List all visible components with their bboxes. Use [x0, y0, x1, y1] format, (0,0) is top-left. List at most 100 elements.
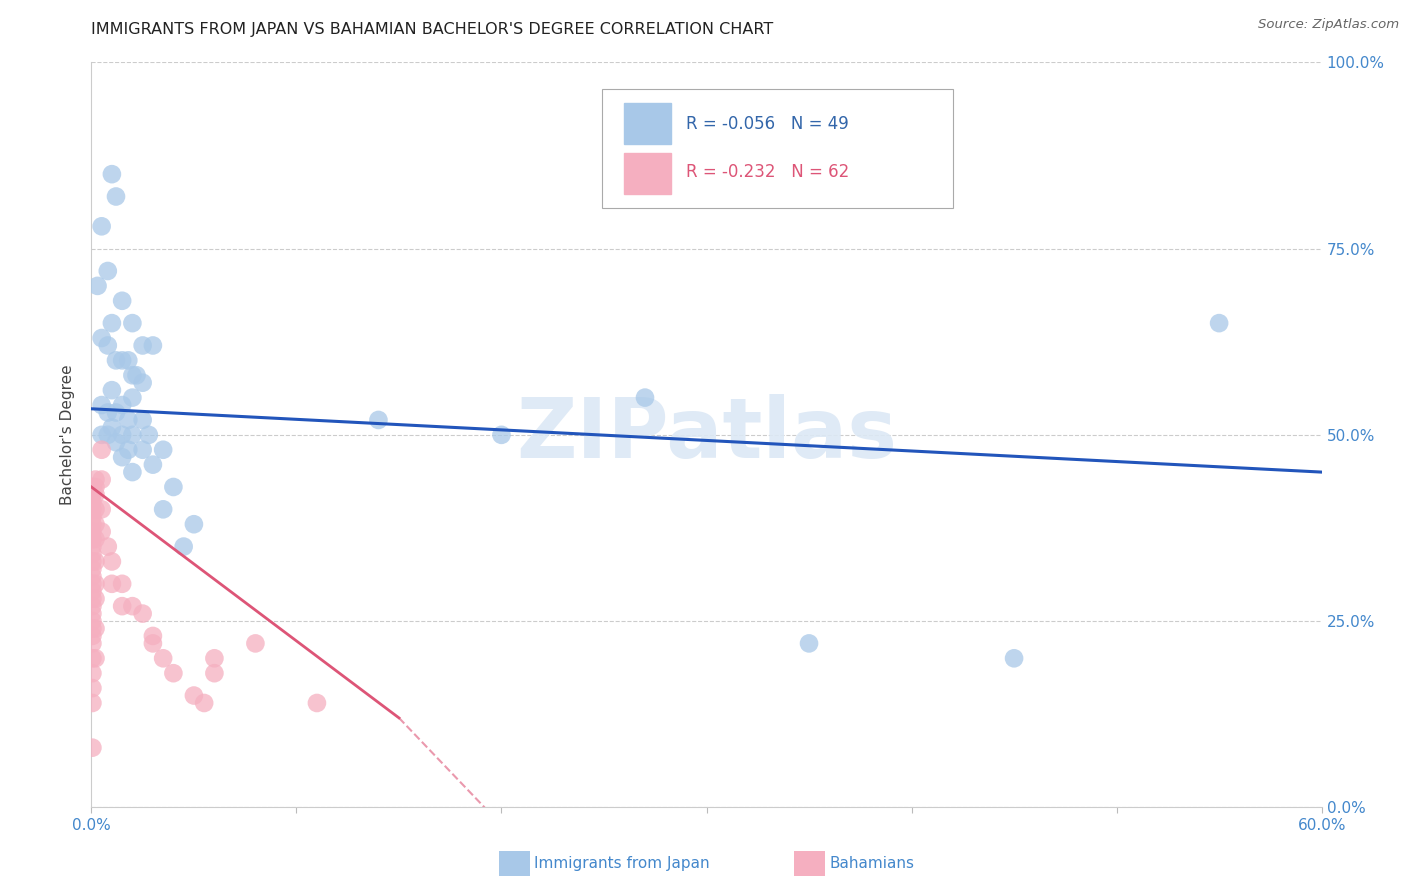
Point [121, 391, 143, 405]
Point [82, 577, 104, 591]
Point [84, 591, 107, 606]
Point [84, 502, 107, 516]
Text: IMMIGRANTS FROM JAPAN VS BAHAMIAN BACHELOR'S DEGREE CORRELATION CHART: IMMIGRANTS FROM JAPAN VS BAHAMIAN BACHEL… [91, 22, 773, 37]
Point [82, 569, 104, 583]
Point [142, 636, 165, 650]
Point [82, 614, 104, 628]
Point [105, 189, 127, 203]
Point [84, 487, 107, 501]
Point [90, 502, 112, 516]
Point [84, 480, 107, 494]
Point [797, 636, 820, 650]
Point [193, 696, 215, 710]
Point [101, 167, 124, 181]
Point [121, 368, 143, 383]
Point [82, 554, 104, 568]
Point [82, 651, 104, 665]
Point [84, 554, 107, 568]
Point [90, 428, 112, 442]
Point [131, 607, 153, 621]
Point [1002, 651, 1025, 665]
Point [82, 487, 104, 501]
Point [121, 316, 143, 330]
Point [82, 480, 104, 494]
Point [84, 622, 107, 636]
Point [90, 331, 112, 345]
Point [82, 532, 104, 546]
Point [305, 696, 328, 710]
Point [90, 524, 112, 539]
Point [121, 428, 143, 442]
Text: ZIPatlas: ZIPatlas [516, 394, 897, 475]
Point [82, 591, 104, 606]
Point [84, 473, 107, 487]
Point [90, 219, 112, 234]
Point [202, 651, 225, 665]
Y-axis label: Bachelor's Degree: Bachelor's Degree [60, 365, 76, 505]
Point [84, 517, 107, 532]
Point [142, 458, 165, 472]
Point [125, 368, 148, 383]
Text: R = -0.056   N = 49: R = -0.056 N = 49 [686, 115, 848, 133]
Point [86, 278, 108, 293]
Point [117, 442, 139, 457]
Point [82, 666, 104, 681]
Point [97, 264, 120, 278]
Point [105, 353, 127, 368]
Point [84, 532, 107, 546]
Bar [624, 103, 671, 145]
Point [82, 540, 104, 554]
Point [82, 740, 104, 755]
Point [105, 405, 127, 419]
Point [152, 442, 174, 457]
Point [101, 420, 124, 434]
Text: R = -0.232   N = 62: R = -0.232 N = 62 [686, 163, 849, 181]
Point [111, 293, 134, 308]
Point [101, 316, 124, 330]
Point [82, 636, 104, 650]
Point [111, 353, 134, 368]
Point [173, 540, 195, 554]
Point [82, 502, 104, 516]
Point [634, 391, 657, 405]
Point [162, 480, 184, 494]
Point [82, 532, 104, 546]
Point [202, 666, 225, 681]
Point [111, 398, 134, 412]
Point [491, 428, 513, 442]
Point [82, 495, 104, 509]
Point [82, 562, 104, 576]
Point [131, 442, 153, 457]
Point [162, 666, 184, 681]
Point [131, 413, 153, 427]
Point [84, 577, 107, 591]
Point [131, 338, 153, 352]
Point [142, 338, 165, 352]
Point [82, 547, 104, 561]
Point [152, 502, 174, 516]
Point [121, 599, 143, 614]
Point [101, 577, 124, 591]
Point [82, 524, 104, 539]
Point [90, 398, 112, 412]
Point [138, 428, 160, 442]
Point [101, 554, 124, 568]
Point [84, 651, 107, 665]
Point [97, 338, 120, 352]
Point [131, 376, 153, 390]
Point [97, 428, 120, 442]
Point [82, 480, 104, 494]
Point [183, 689, 205, 703]
Point [97, 540, 120, 554]
Text: Immigrants from Japan: Immigrants from Japan [534, 856, 710, 871]
Text: Bahamians: Bahamians [830, 856, 914, 871]
Point [82, 584, 104, 599]
Point [105, 435, 127, 450]
Point [82, 487, 104, 501]
Point [117, 413, 139, 427]
Text: Source: ZipAtlas.com: Source: ZipAtlas.com [1258, 18, 1399, 31]
Point [82, 607, 104, 621]
Point [245, 636, 267, 650]
Point [101, 383, 124, 397]
Point [90, 442, 112, 457]
